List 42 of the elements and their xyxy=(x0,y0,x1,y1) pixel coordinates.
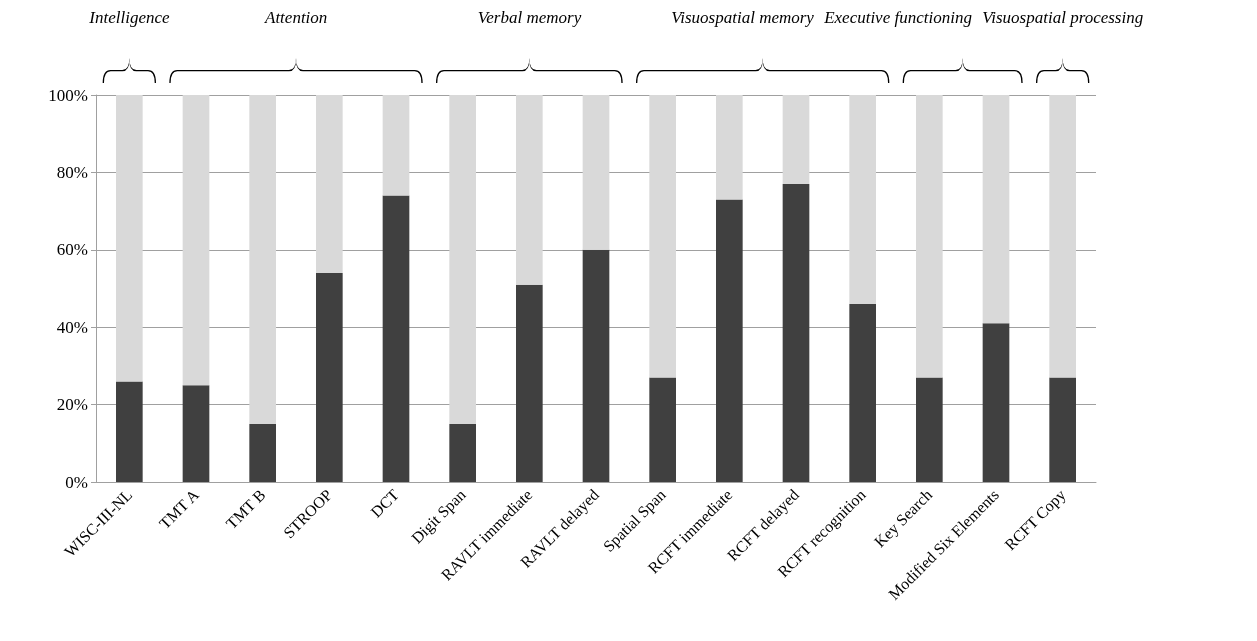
bar xyxy=(782,184,810,482)
y-tick-label: 80% xyxy=(56,162,88,182)
bar xyxy=(782,95,810,185)
bar xyxy=(716,199,743,482)
bar xyxy=(182,95,210,386)
bar xyxy=(249,95,276,424)
text: Verbal memory xyxy=(477,8,582,28)
bar xyxy=(516,95,543,285)
text: Attention xyxy=(265,8,328,28)
bar xyxy=(649,95,676,378)
bar xyxy=(182,385,210,482)
text: Executive functioning xyxy=(824,8,972,28)
bar xyxy=(249,423,276,482)
bar xyxy=(449,95,476,424)
bar xyxy=(982,323,1010,482)
bar xyxy=(649,377,676,482)
bar xyxy=(916,95,943,378)
text: Intelligence xyxy=(89,8,170,28)
bar xyxy=(316,273,343,482)
bar xyxy=(849,95,876,304)
bar xyxy=(449,423,476,482)
y-tick-label: 20% xyxy=(56,395,88,415)
bar xyxy=(116,381,143,482)
bar xyxy=(582,95,610,250)
bar xyxy=(316,95,343,274)
y-tick-label: 0% xyxy=(65,472,88,492)
text: Visuospatial memory xyxy=(671,8,814,28)
y-tick-label: 60% xyxy=(56,240,88,260)
bar xyxy=(849,303,876,482)
bar xyxy=(516,284,543,482)
bar xyxy=(982,95,1010,324)
bar xyxy=(382,95,410,196)
y-tick-label: 100% xyxy=(48,85,88,105)
bar xyxy=(382,195,410,482)
bar xyxy=(582,249,610,482)
bar xyxy=(1049,377,1076,482)
y-tick-label: 40% xyxy=(56,317,88,337)
bar xyxy=(916,377,943,482)
bar xyxy=(116,95,143,382)
bar xyxy=(1049,95,1076,378)
text: Visuospatial processing xyxy=(982,8,1144,28)
bar xyxy=(716,95,743,200)
